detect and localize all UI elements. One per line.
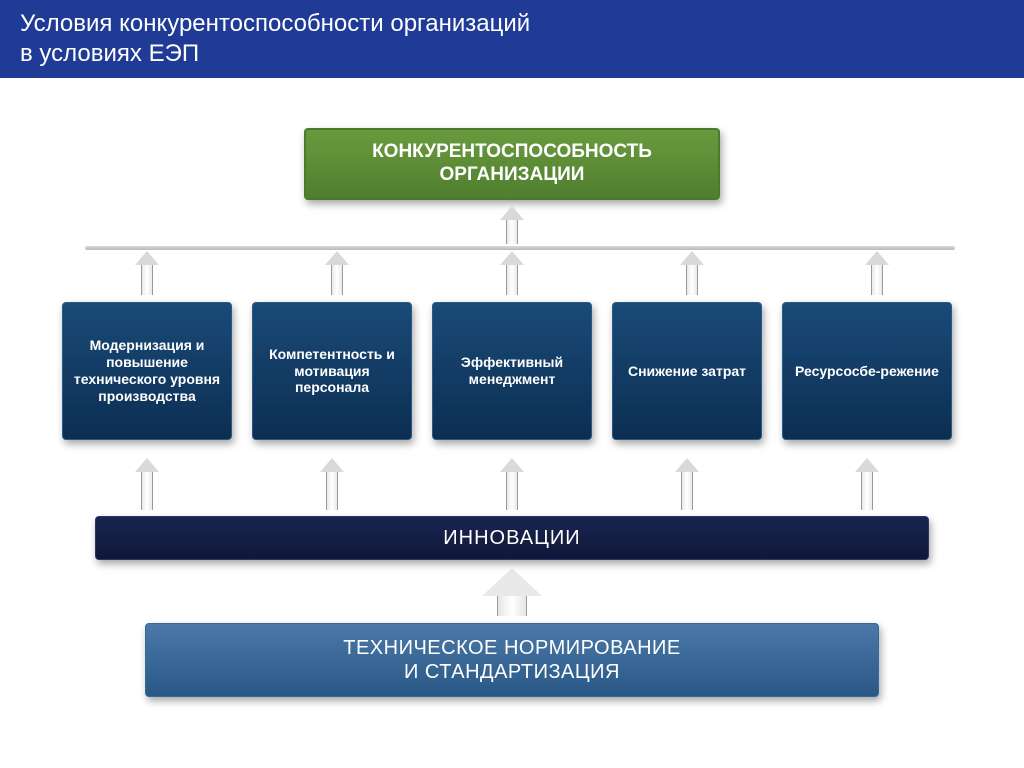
factor-box-4: Ресурсосбе-режение [782, 302, 952, 440]
top-box-text: КОНКУРЕНТОСПОСОБНОСТЬ ОРГАНИЗАЦИИ [314, 141, 710, 187]
factor-box-3: Снижение затрат [612, 302, 762, 440]
header-line1: Условия конкурентоспособности организаци… [20, 9, 530, 39]
bottom-box-content: ТЕХНИЧЕСКОЕ НОРМИРОВАНИЕ И СТАНДАРТИЗАЦИ… [343, 636, 681, 684]
arrow-to-top [500, 206, 524, 244]
factor-text-0: Модернизация и повышение технического ур… [71, 337, 223, 404]
mid-arrow-3 [680, 251, 704, 295]
header-line2: в условиях ЕЭП [20, 39, 530, 69]
arrow-shaft [141, 265, 153, 295]
arrow-shaft [681, 472, 693, 510]
arrow-head-icon [135, 458, 159, 472]
lower-arrow-2 [500, 458, 524, 510]
mid-arrow-2 [500, 251, 524, 295]
arrow-shaft [141, 472, 153, 510]
arrow-shaft [326, 472, 338, 510]
horizontal-connector [85, 246, 955, 250]
lower-arrow-3 [675, 458, 699, 510]
arrow-shaft [506, 265, 518, 295]
arrow-head-icon [675, 458, 699, 472]
factor-box-0: Модернизация и повышение технического ур… [62, 302, 232, 440]
bottom-line1: ТЕХНИЧЕСКОЕ НОРМИРОВАНИЕ [343, 636, 681, 660]
mid-arrow-0 [135, 251, 159, 295]
factor-text-2: Эффективный менеджмент [441, 354, 583, 388]
arrow-shaft [686, 265, 698, 295]
mid-arrow-1 [325, 251, 349, 295]
arrow-head-icon [855, 458, 879, 472]
arrow-shaft [331, 265, 343, 295]
arrow-shaft [871, 265, 883, 295]
arrow-head-icon [135, 251, 159, 265]
top-box-competitiveness: КОНКУРЕНТОСПОСОБНОСТЬ ОРГАНИЗАЦИИ [304, 128, 720, 200]
factor-box-2: Эффективный менеджмент [432, 302, 592, 440]
factor-box-1: Компетентность и мотивация персонала [252, 302, 412, 440]
arrow-shaft [506, 220, 518, 244]
arrow-shaft [506, 472, 518, 510]
arrow-head-icon [865, 251, 889, 265]
big-arrow-shaft [497, 596, 527, 616]
factor-text-4: Ресурсосбе-режение [795, 363, 939, 380]
arrow-head-icon [320, 458, 344, 472]
lower-arrow-4 [855, 458, 879, 510]
slide-header: Условия конкурентоспособности организаци… [0, 0, 1024, 78]
factor-text-3: Снижение затрат [628, 363, 746, 380]
big-arrow-up [482, 568, 542, 616]
arrow-head-icon [500, 458, 524, 472]
bottom-box-standards: ТЕХНИЧЕСКОЕ НОРМИРОВАНИЕ И СТАНДАРТИЗАЦИ… [145, 623, 879, 697]
arrow-shaft [861, 472, 873, 510]
arrow-head-icon [500, 206, 524, 220]
factor-text-1: Компетентность и мотивация персонала [261, 346, 403, 396]
arrow-head-icon [680, 251, 704, 265]
mid-arrow-4 [865, 251, 889, 295]
lower-arrow-0 [135, 458, 159, 510]
innovation-box: ИННОВАЦИИ [95, 516, 929, 560]
arrow-head-icon [325, 251, 349, 265]
lower-arrow-1 [320, 458, 344, 510]
arrow-head-icon [500, 251, 524, 265]
diagram-area: КОНКУРЕНТОСПОСОБНОСТЬ ОРГАНИЗАЦИИ Модерн… [0, 78, 1024, 768]
innovation-text: ИННОВАЦИИ [443, 526, 580, 550]
big-arrow-head-icon [482, 568, 542, 596]
bottom-line2: И СТАНДАРТИЗАЦИЯ [343, 660, 681, 684]
